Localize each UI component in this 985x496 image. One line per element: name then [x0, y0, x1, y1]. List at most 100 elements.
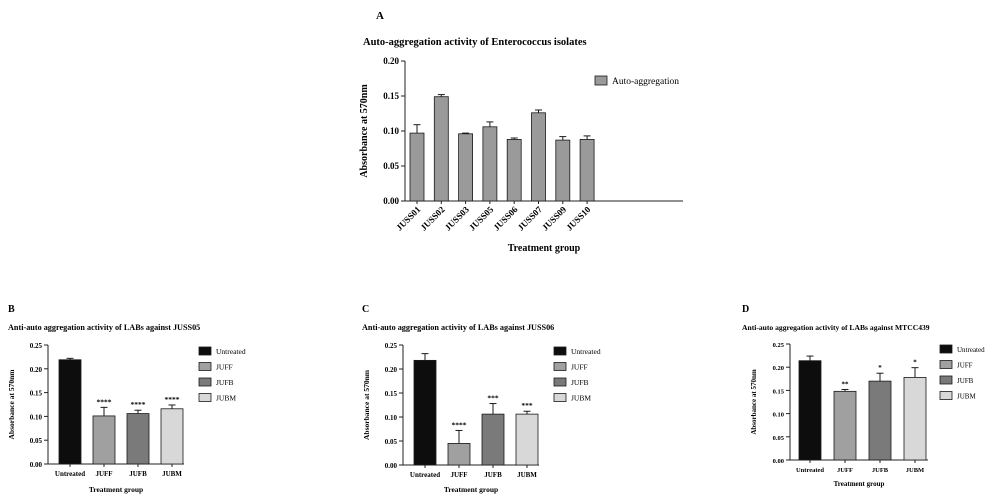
- x-tick-label: JUSS06: [491, 204, 520, 233]
- bar: [58, 359, 82, 465]
- legend-label: JUBM: [216, 394, 236, 403]
- bar: [447, 442, 471, 466]
- chart-panel-c: C Anti-auto aggregation activity of LABs …: [362, 304, 601, 494]
- legend-label: JUFB: [957, 377, 974, 385]
- legend-swatch: [553, 377, 567, 387]
- y-tick-label: 0.15: [773, 388, 785, 395]
- bar: [481, 413, 505, 466]
- y-tick-label: 0.15: [385, 390, 398, 398]
- x-tick-label: JUSS09: [540, 204, 569, 233]
- x-axis-label: Treatment group: [834, 480, 885, 488]
- y-tick-label: 0.25: [385, 342, 398, 350]
- significance-label: ****: [97, 397, 112, 406]
- x-tick-label: JUFF: [95, 470, 112, 478]
- y-axis-label: Absorbance at 570nm: [7, 369, 16, 440]
- bar: [482, 126, 498, 202]
- y-tick-label: 0.05: [773, 435, 785, 442]
- legend-label: JUFB: [571, 378, 589, 387]
- bar: [579, 138, 595, 202]
- x-tick-label: JUBM: [517, 471, 537, 479]
- x-axis-label: Treatment group: [508, 243, 581, 254]
- y-tick-label: 0.10: [383, 126, 399, 136]
- legend-label: Untreated: [571, 347, 601, 356]
- significance-label: ****: [165, 395, 180, 404]
- y-tick-label: 0.10: [30, 413, 43, 421]
- panel-letter: A: [376, 10, 384, 22]
- y-tick-label: 0.15: [383, 91, 399, 101]
- y-tick-label: 0.20: [383, 56, 399, 66]
- bar: [409, 132, 425, 202]
- x-tick-label: JUFB: [484, 471, 502, 479]
- bar: [433, 96, 449, 202]
- chart-title: Anti-auto aggregation activity of LABs a…: [8, 323, 200, 332]
- legend-swatch: [553, 346, 567, 356]
- chart-panel-a: A Auto-aggregation activity of Enterococc…: [359, 10, 683, 254]
- y-tick-label: 0.00: [383, 196, 399, 206]
- x-tick-label: JUSS10: [564, 204, 593, 233]
- bar: [531, 112, 546, 202]
- x-tick-label: Untreated: [410, 471, 440, 479]
- x-axis-label: Treatment group: [89, 485, 143, 494]
- legend-swatch: [939, 375, 953, 385]
- panel-letter: D: [742, 304, 749, 315]
- y-tick-label: 0.00: [773, 458, 784, 465]
- significance-label: ****: [131, 400, 146, 409]
- y-axis-label: Absorbance at 570nm: [362, 369, 371, 440]
- y-tick-label: 0.05: [385, 438, 398, 446]
- legend-label: JUFF: [957, 362, 973, 370]
- significance-label: ***: [487, 394, 499, 403]
- legend-label: JUFF: [571, 363, 588, 372]
- legend-swatch: [198, 393, 212, 402]
- x-tick-label: JUSS02: [418, 204, 447, 233]
- legend-swatch: [198, 362, 212, 371]
- x-tick-label: JUFB: [872, 467, 889, 474]
- chart-title: Auto-aggregation activity of Enterococcu…: [363, 37, 587, 48]
- x-tick-label: JUSS01: [394, 204, 423, 233]
- legend-label: Auto-aggregation: [612, 77, 679, 87]
- bar: [92, 415, 116, 465]
- x-tick-label: JUFF: [450, 471, 467, 479]
- chart-panel-d: D Anti-auto aggregation activity of LABs …: [742, 304, 985, 488]
- bar: [555, 139, 571, 202]
- legend-label: Untreated: [957, 346, 985, 354]
- significance-label: *: [878, 364, 882, 372]
- y-tick-label: 0.00: [30, 461, 43, 469]
- y-tick-label: 0.20: [30, 366, 43, 374]
- legend-label: JUFF: [216, 363, 233, 372]
- x-tick-label: JUSS07: [516, 204, 545, 233]
- y-tick-label: 0.15: [30, 390, 43, 398]
- y-tick-label: 0.00: [385, 462, 398, 470]
- y-tick-label: 0.10: [773, 412, 784, 419]
- legend-label: JUBM: [957, 393, 976, 401]
- legend-swatch: [939, 391, 953, 400]
- bar: [798, 360, 822, 461]
- bar: [868, 380, 892, 461]
- legend-swatch: [198, 377, 212, 387]
- legend-swatch: [939, 344, 953, 354]
- significance-label: **: [842, 380, 850, 388]
- legend-swatch: [553, 393, 567, 402]
- legend-swatch: [594, 75, 608, 86]
- chart-title: Anti-auto aggregation activity of LABs a…: [362, 323, 554, 332]
- bar: [515, 413, 539, 466]
- y-tick-label: 0.20: [773, 365, 784, 372]
- y-tick-label: 0.20: [385, 366, 398, 374]
- panel-letter: C: [362, 304, 369, 315]
- y-tick-label: 0.25: [773, 342, 785, 349]
- y-tick-label: 0.25: [30, 342, 43, 350]
- x-tick-label: JUSS05: [467, 204, 496, 233]
- x-tick-label: JUBM: [906, 467, 924, 474]
- y-axis-label: Absorbance at 570nm: [359, 84, 370, 178]
- y-tick-label: 0.05: [383, 161, 399, 171]
- legend-label: JUFB: [216, 378, 234, 387]
- x-tick-label: Untreated: [796, 467, 824, 474]
- x-tick-label: JUFB: [129, 470, 147, 478]
- bar: [126, 413, 150, 465]
- chart-title: Anti-auto aggregation activity of LABs a…: [742, 323, 930, 332]
- bar: [458, 133, 473, 202]
- bar: [506, 138, 522, 202]
- significance-label: *: [913, 359, 917, 367]
- significance-label: ***: [521, 401, 533, 410]
- legend-label: Untreated: [216, 347, 246, 356]
- chart-panel-b: B Anti-auto aggregation activity of LABs …: [7, 304, 246, 494]
